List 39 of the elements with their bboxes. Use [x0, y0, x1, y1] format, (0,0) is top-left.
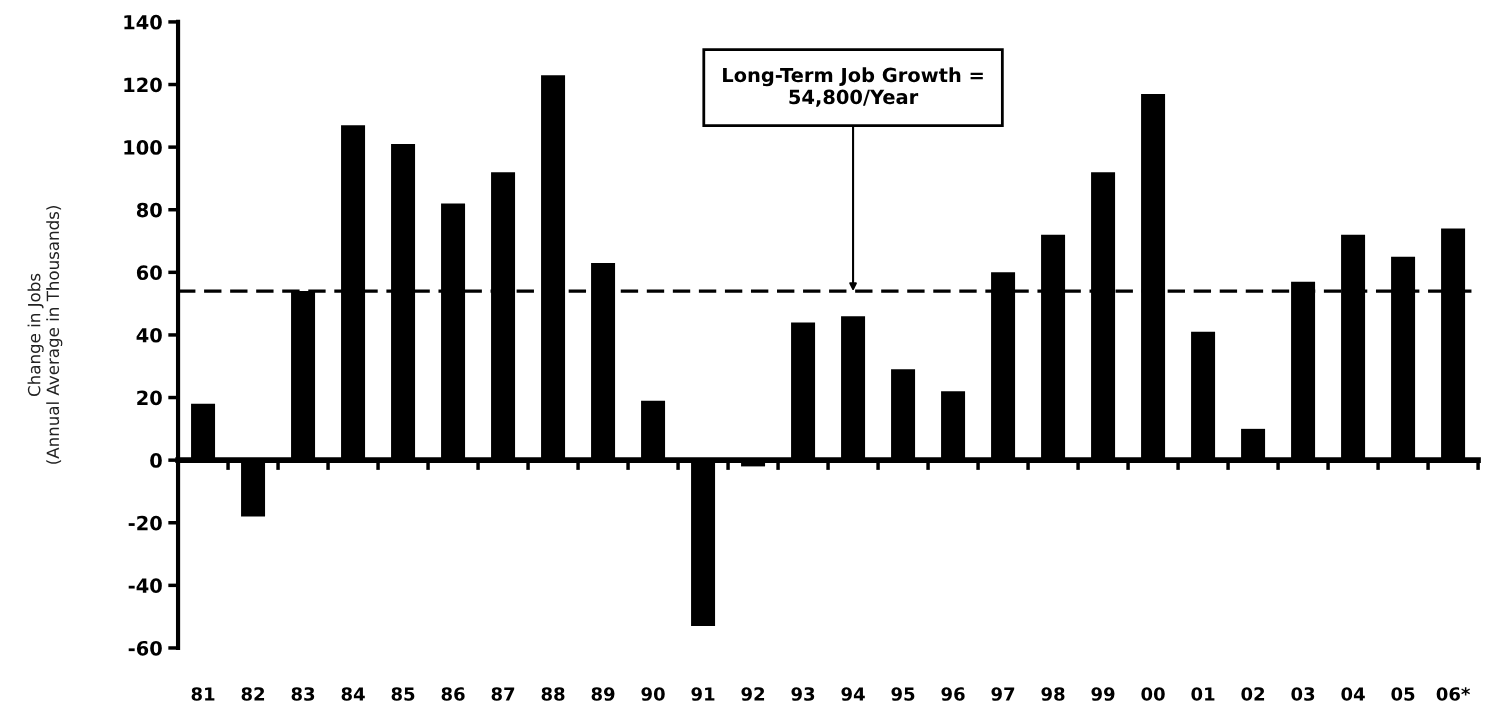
x-tick-label: 97 — [991, 687, 1015, 701]
y-axis-title: Change in Jobs (Annual Average in Thousands) — [27, 206, 63, 464]
x-tick-label: 93 — [791, 687, 815, 701]
x-tick-label: 83 — [291, 687, 315, 701]
x-tick-label: 84 — [341, 687, 365, 701]
y-tick-label: 120 — [124, 77, 162, 93]
y-tick-label: -40 — [128, 578, 162, 594]
y-tick-label: 40 — [136, 327, 162, 343]
x-tick-label: 96 — [941, 687, 965, 701]
x-tick-label: 85 — [391, 687, 415, 701]
x-tick-label: 06* — [1436, 687, 1470, 701]
y-tick-label: -60 — [128, 640, 162, 656]
y-tick-label: 0 — [150, 453, 162, 468]
x-tick-label: 94 — [841, 687, 865, 701]
x-tick-label: 99 — [1091, 687, 1115, 701]
x-tick-label: 81 — [191, 687, 215, 701]
x-tick-label: 86 — [441, 687, 465, 701]
y-tick-label: 140 — [124, 14, 162, 30]
x-tick-label: 95 — [891, 687, 915, 701]
y-tick-label: 20 — [137, 390, 162, 406]
x-tick-label: 92 — [741, 687, 765, 701]
x-tick-label: 02 — [1241, 687, 1265, 701]
y-tick-label: 80 — [136, 202, 162, 218]
y-tick-label: 100 — [124, 140, 162, 155]
x-tick-label: 00 — [1141, 687, 1165, 701]
y-tick-label: 60 — [136, 265, 162, 280]
x-tick-label: 89 — [591, 687, 615, 701]
x-tick-label: 90 — [641, 687, 665, 701]
x-tick-label: 05 — [1391, 687, 1415, 701]
x-tick-label: 01 — [1191, 687, 1215, 701]
x-tick-label: 82 — [241, 687, 265, 701]
x-tick-label: 87 — [491, 687, 515, 701]
y-tick-label: -20 — [128, 515, 162, 531]
x-tick-label: 04 — [1341, 687, 1365, 701]
x-tick-label: 03 — [1291, 687, 1315, 701]
x-tick-label: 88 — [541, 687, 565, 701]
annotation: Long-Term Job Growth = 54,800/Year — [723, 67, 983, 107]
x-tick-label: 91 — [691, 687, 715, 701]
x-tick-label: 98 — [1041, 687, 1065, 701]
